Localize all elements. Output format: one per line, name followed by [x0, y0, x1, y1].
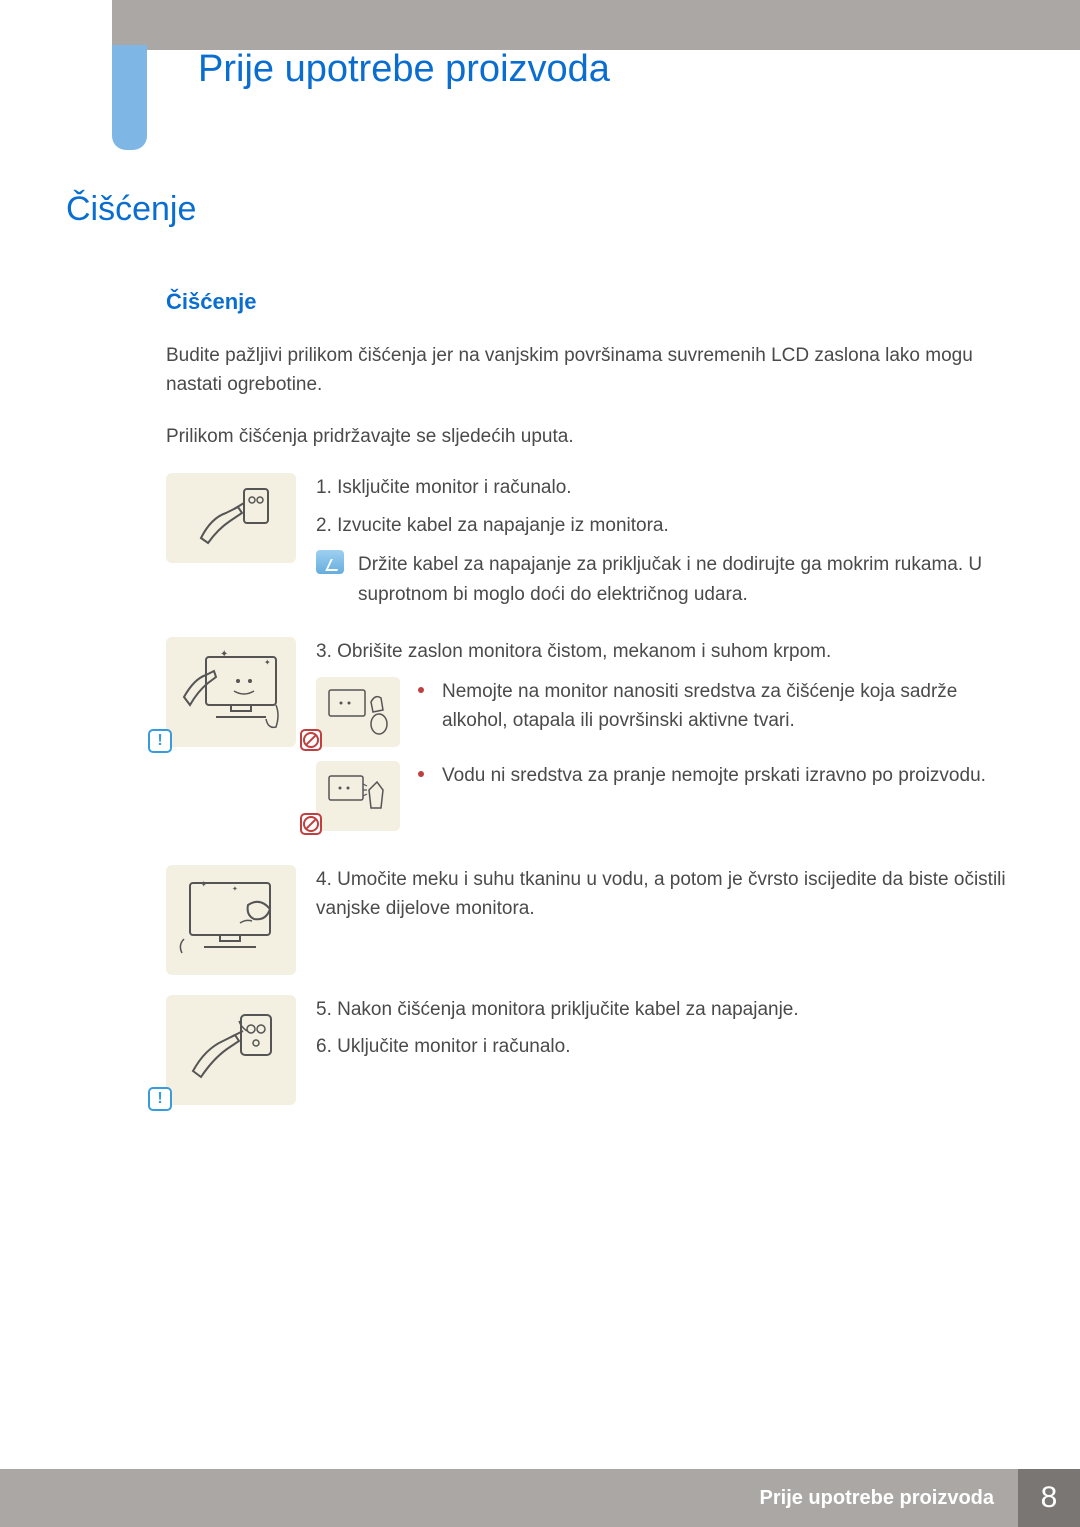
footer-bar: Prije upotrebe proizvoda 8 [0, 1469, 1080, 1527]
illustration-plug-in: ! [166, 995, 296, 1105]
step-5-text: 5. Nakon čišćenja monitora priključite k… [316, 995, 1020, 1024]
illustration-damp-cloth: ✦ ✦ [166, 865, 296, 975]
step-4-text: 4. Umočite meku i suhu tkaninu u vodu, a… [316, 865, 1020, 924]
step-3-bullet-1: Nemojte na monitor nanositi sredstva za … [442, 677, 1020, 736]
intro-paragraph-1: Budite pažljivi prilikom čišćenja jer na… [166, 341, 1020, 400]
step-6-text: 6. Uključite monitor i računalo. [316, 1032, 1020, 1061]
prohibit-icon [300, 729, 322, 751]
step-4: ✦ ✦ 4. Umočite meku i suhu tkaninu u vod… [166, 865, 1020, 975]
page-content: Čišćenje Čišćenje Budite pažljivi prilik… [66, 190, 1020, 1125]
step-1-text: 1. Isključite monitor i računalo. [316, 473, 1020, 502]
chapter-title: Prije upotrebe proizvoda [198, 48, 610, 91]
section-title: Čišćenje [66, 190, 1020, 229]
svg-text:✦: ✦ [232, 885, 238, 893]
step-3-text-block: 3. Obrišite zaslon monitora čistom, meka… [316, 637, 1020, 844]
step-3-text: 3. Obrišite zaslon monitora čistom, meka… [316, 637, 1020, 666]
illustration-no-chemicals [316, 677, 400, 747]
footer-label: Prije upotrebe proizvoda [760, 1487, 994, 1510]
info-badge-icon: ! [148, 729, 172, 753]
step-5-6: ! 5. Nakon čišćenja monitora priključite… [166, 995, 1020, 1105]
svg-text:✦: ✦ [200, 879, 208, 889]
bullet-icon [418, 771, 424, 777]
step-3-warn-1: Nemojte na monitor nanositi sredstva za … [316, 677, 1020, 747]
bullet-icon [418, 687, 424, 693]
svg-text:✦: ✦ [264, 658, 271, 667]
step-1-2-text: 1. Isključite monitor i računalo. 2. Izv… [316, 473, 1020, 617]
chapter-tab [112, 45, 147, 150]
page-number: 8 [1018, 1469, 1080, 1527]
step-2-note: Držite kabel za napajanje za priključak … [358, 550, 1020, 609]
illustration-unplug [166, 473, 296, 563]
header-bar [0, 0, 1080, 50]
section-subtitle: Čišćenje [166, 289, 1020, 315]
step-2-note-row: Držite kabel za napajanje za priključak … [316, 550, 1020, 617]
illustration-no-spray [316, 761, 400, 831]
svg-text:✦: ✦ [220, 649, 228, 660]
step-3-bullet-1-row: Nemojte na monitor nanositi sredstva za … [418, 677, 1020, 744]
step-3-bullet-2: Vodu ni sredstva za pranje nemojte prska… [442, 761, 986, 790]
illustration-wipe-screen: ! ✦ ✦ [166, 637, 296, 747]
step-3-warn-2: Vodu ni sredstva za pranje nemojte prska… [316, 761, 1020, 831]
intro-paragraph-2: Prilikom čišćenja pridržavajte se sljede… [166, 422, 1020, 451]
step-5-6-text-block: 5. Nakon čišćenja monitora priključite k… [316, 995, 1020, 1105]
step-2-text: 2. Izvucite kabel za napajanje iz monito… [316, 511, 1020, 540]
step-4-text-block: 4. Umočite meku i suhu tkaninu u vodu, a… [316, 865, 1020, 975]
prohibit-icon [300, 813, 322, 835]
note-icon [316, 550, 344, 574]
info-badge-icon: ! [148, 1087, 172, 1111]
step-1-2: 1. Isključite monitor i računalo. 2. Izv… [166, 473, 1020, 617]
step-3: ! ✦ ✦ 3. Obrišite zaslon monitora čistom… [166, 637, 1020, 844]
step-3-bullet-2-row: Vodu ni sredstva za pranje nemojte prska… [418, 761, 986, 798]
